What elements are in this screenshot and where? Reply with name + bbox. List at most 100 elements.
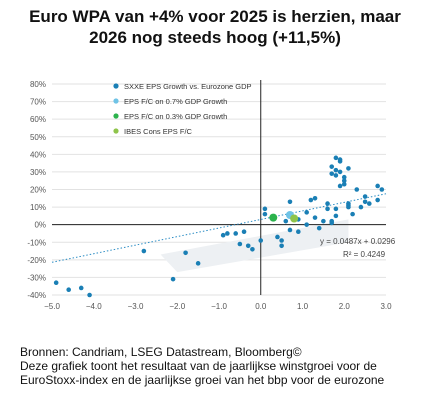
data-point <box>346 201 351 206</box>
forecast-band <box>160 219 349 273</box>
data-point <box>78 285 84 291</box>
data-point <box>195 261 201 266</box>
data-point <box>262 206 268 212</box>
data-point <box>362 194 368 199</box>
y-tick-label: 50% <box>30 133 46 142</box>
chart-footer: Bronnen: Candriam, LSEG Datastream, Bloo… <box>20 345 425 387</box>
x-tick-label: 2.0 <box>339 302 351 311</box>
chart-title: Euro WPA van +4% voor 2025 is herzien, m… <box>0 6 430 48</box>
data-point <box>275 234 280 240</box>
data-point <box>346 166 351 171</box>
data-point <box>346 204 351 210</box>
scatter-chart: -40% -30% -20% -10% 0% 10% 20% 30% 40% 50% 60% 70% 8… <box>27 80 396 311</box>
data-point <box>341 174 347 180</box>
x-tick-label: 1.0 <box>297 302 309 311</box>
x-tick-label: 3.0 <box>380 302 392 311</box>
data-point <box>358 204 364 210</box>
y-tick-label: 80% <box>30 80 46 89</box>
data-point <box>367 201 372 206</box>
x-tick-label: −3.0 <box>128 302 144 311</box>
x-tick-label: −4.0 <box>86 302 102 311</box>
data-point <box>321 218 326 224</box>
data-point <box>258 238 264 243</box>
data-point <box>53 280 59 285</box>
data-point <box>241 229 247 234</box>
data-point <box>141 248 147 254</box>
data-point <box>250 246 255 252</box>
legend-marker <box>113 83 119 89</box>
data-point <box>329 164 335 169</box>
data-point <box>283 218 289 224</box>
data-point <box>304 210 309 215</box>
data-point <box>325 206 330 212</box>
data-point <box>333 213 339 219</box>
x-tick-label: −5.0 <box>44 302 60 311</box>
data-point <box>341 178 347 184</box>
data-point <box>337 169 343 175</box>
y-tick-label: 70% <box>30 98 46 107</box>
y-tick-label: -20% <box>27 256 46 265</box>
data-point <box>341 181 347 187</box>
data-point <box>312 195 318 201</box>
trend-layer <box>51 193 387 263</box>
data-point <box>329 171 335 176</box>
data-point <box>233 231 238 236</box>
data-point <box>296 229 301 234</box>
legend-marker <box>113 98 119 104</box>
annotation-layer: y = 0.0487x + 0.0296 R² = 0.4249 <box>320 237 396 259</box>
data-point <box>287 227 293 233</box>
data-point <box>329 218 335 224</box>
shade-layer <box>160 219 349 273</box>
data-point <box>279 243 284 249</box>
data-point <box>375 183 380 189</box>
data-point <box>379 187 385 192</box>
x-tick-label: −2.0 <box>169 302 185 311</box>
trendline-equation: y = 0.0487x + 0.0296 <box>320 237 396 246</box>
legend-label: IBES Cons EPS F/C <box>124 127 193 136</box>
data-point <box>333 206 339 212</box>
data-point <box>325 201 330 206</box>
y-tick-label: 40% <box>30 150 46 159</box>
x-tick-label: −1.0 <box>211 302 227 311</box>
data-point <box>350 211 355 217</box>
legend-layer: SXXE EPS Growth vs. Eurozone GDP EPS F/C … <box>113 82 252 136</box>
legend-marker <box>113 113 119 119</box>
trendline <box>51 193 387 263</box>
r-squared-label: R² = 0.4249 <box>343 250 386 259</box>
data-point <box>375 197 380 203</box>
legend-label: EPS F/C on 0.3% GDP Growth <box>124 112 227 121</box>
source-note: Bronnen: Candriam, LSEG Datastream, Bloo… <box>20 345 302 359</box>
data-point <box>220 232 226 238</box>
legend-label: SXXE EPS Growth vs. Eurozone GDP <box>124 82 252 91</box>
data-point <box>225 231 230 236</box>
data-point <box>304 222 309 227</box>
chart-area: -40% -30% -20% -10% 0% 10% 20% 30% 40% 50% 60% 70% 8… <box>0 58 430 328</box>
data-point <box>183 250 188 256</box>
data-point <box>337 157 343 162</box>
y-tick-label: -30% <box>27 273 46 282</box>
data-point <box>333 173 339 178</box>
legend-marker <box>113 128 119 134</box>
data-point <box>287 199 293 205</box>
data-point <box>362 199 368 205</box>
y-tick-label: 20% <box>30 186 46 195</box>
y-tick-label: -10% <box>27 238 46 247</box>
data-point <box>87 292 92 298</box>
data-point <box>66 287 71 293</box>
data-point <box>279 238 284 243</box>
data-point <box>333 155 339 161</box>
data-point <box>237 241 243 247</box>
data-point <box>170 276 176 282</box>
data-point <box>245 243 251 249</box>
chart-title-line1: Euro WPA van +4% voor 2025 is herzien, m… <box>29 7 401 26</box>
chart-title-line2: 2026 nog steeds hoog (+11,5%) <box>89 28 341 47</box>
y-tick-label: -40% <box>27 291 46 300</box>
description-line-1: Deze grafiek toont het resultaat van de … <box>20 359 377 373</box>
y-tick-label: 30% <box>30 168 46 177</box>
data-point <box>262 211 268 217</box>
forecast-point <box>290 214 299 223</box>
y-tick-label: 60% <box>30 115 46 124</box>
x-tick-label: 0.0 <box>255 302 267 311</box>
data-point <box>354 187 360 192</box>
description-line-2: EuroStoxx-index en de jaarlijkse groei v… <box>20 373 385 387</box>
